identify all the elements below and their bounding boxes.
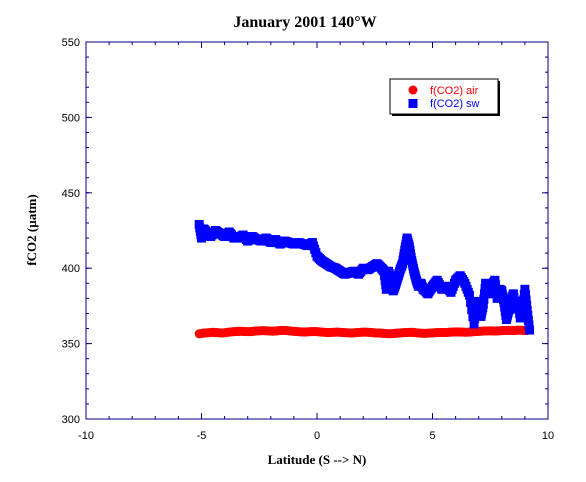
legend-label-air: f(CO2) air: [430, 85, 479, 97]
data-point: [520, 290, 530, 300]
data-point: [379, 266, 389, 276]
x-axis: -10 -5 0 5 10: [78, 42, 554, 442]
x-tick-label: 5: [429, 430, 435, 442]
series-1: [194, 219, 535, 335]
data-point: [490, 275, 500, 285]
y-tick-label: 400: [62, 263, 80, 275]
x-tick-label: 10: [542, 430, 554, 442]
y-tick-label: 450: [62, 188, 80, 200]
x-tick-label: -5: [197, 430, 207, 442]
chart-title: January 2001 140°W: [233, 14, 376, 31]
data-point: [525, 325, 535, 335]
data-point: [522, 300, 532, 310]
legend-box: [389, 78, 499, 115]
y-tick-label: 350: [62, 339, 80, 351]
data-point: [518, 305, 528, 315]
legend-marker-sw: [408, 99, 418, 108]
x-axis-label: Latitude (S --> N): [268, 452, 367, 467]
x-tick-label: -10: [78, 430, 94, 442]
y-tick-label: 550: [62, 37, 80, 49]
series-0: [194, 325, 532, 339]
data-point: [524, 320, 534, 330]
legend-label-sw: f(CO2) sw: [430, 98, 480, 110]
data-point: [523, 310, 533, 320]
legend-box-shadow-right: [498, 81, 500, 116]
legend-box-shadow-bottom: [392, 114, 500, 116]
data-point: [470, 313, 480, 323]
data-point: [521, 295, 531, 305]
y-tick-label: 300: [62, 414, 80, 426]
data-point: [469, 319, 479, 329]
data-point: [479, 294, 489, 304]
legend: f(CO2) air f(CO2) sw: [389, 78, 500, 116]
data-point: [523, 315, 533, 325]
data-point: [382, 280, 392, 290]
data-point: [520, 284, 530, 294]
y-tick-label: 500: [62, 112, 80, 124]
x-tick-label: 0: [314, 430, 320, 442]
data-point: [490, 280, 500, 290]
y-axis: 300 350 400 450 500 550: [62, 37, 548, 426]
data-point: [478, 299, 488, 309]
legend-marker-air: [408, 85, 418, 95]
data-point: [381, 284, 391, 294]
data-point: [466, 298, 476, 308]
y-axis-label: fCO2 (µatm): [24, 194, 39, 265]
data-point: [522, 305, 532, 315]
data-point: [464, 290, 474, 300]
series-layer: [194, 219, 535, 339]
